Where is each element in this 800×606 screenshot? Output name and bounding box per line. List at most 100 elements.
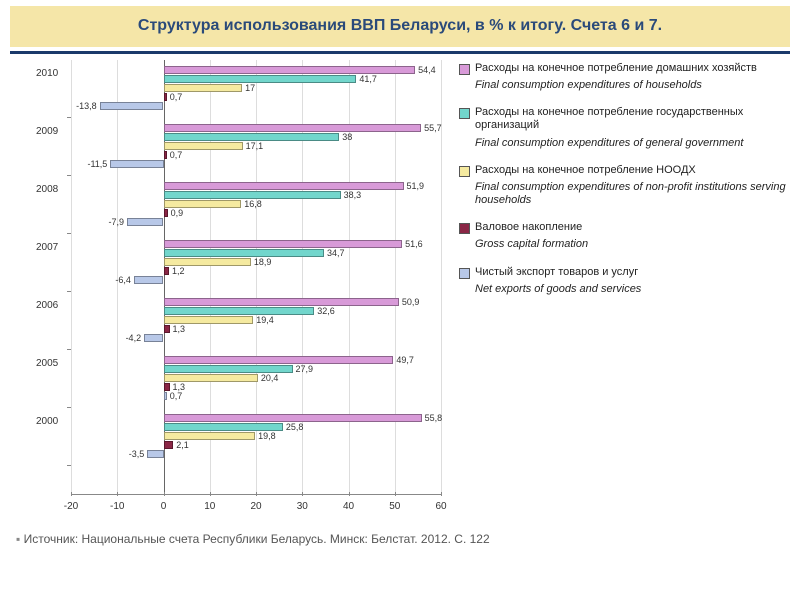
- bar-value-label: -4,2: [126, 333, 142, 343]
- bar-value-label: -6,4: [115, 275, 131, 285]
- bar-value-label: 32,6: [317, 306, 335, 316]
- bar-netexp: [144, 334, 163, 342]
- x-tick-label: -20: [64, 501, 78, 512]
- source-note: Источник: Национальные счета Республики …: [0, 526, 800, 552]
- bar-value-label: 38,3: [344, 190, 362, 200]
- bar-households: [164, 356, 394, 364]
- x-tick-label: 20: [250, 501, 261, 512]
- bar-npish: [164, 142, 243, 150]
- bar-government: [164, 191, 341, 199]
- legend-swatch: [459, 268, 470, 279]
- bar-government: [164, 249, 324, 257]
- bar-government: [164, 423, 283, 431]
- legend-item: Чистый экспорт товаров и услуг: [459, 266, 790, 279]
- x-tick-label: 60: [435, 501, 446, 512]
- bar-households: [164, 240, 403, 248]
- bar-npish: [164, 200, 242, 208]
- year-label: 2007: [36, 242, 58, 253]
- year-label: 2000: [36, 416, 58, 427]
- title-banner: Структура использования ВВП Беларуси, в …: [10, 6, 790, 47]
- bar-value-label: 19,4: [256, 315, 274, 325]
- x-tick-label: 10: [204, 501, 215, 512]
- bar-value-label: 0,7: [170, 92, 183, 102]
- legend-item: Расходы на конечное потребление государс…: [459, 106, 790, 132]
- bar-households: [164, 182, 404, 190]
- bar-netexp: [134, 276, 164, 284]
- bar-value-label: 0,7: [170, 391, 183, 401]
- year-label: 2008: [36, 184, 58, 195]
- bar-value-label: 27,9: [296, 364, 314, 374]
- chart-area: -20-100102030405060201054,441,7170,7-13,…: [6, 56, 451, 526]
- bar-households: [164, 66, 416, 74]
- bar-capital: [164, 441, 174, 449]
- divider-line: [10, 51, 790, 54]
- bar-value-label: 55,8: [425, 413, 443, 423]
- year-group: 200955,73817,10,7-11,5: [71, 124, 441, 168]
- bar-npish: [164, 316, 254, 324]
- bar-value-label: 49,7: [396, 355, 414, 365]
- x-tick-label: 30: [297, 501, 308, 512]
- bar-value-label: 17: [245, 83, 255, 93]
- year-group: 200650,932,619,41,3-4,2: [71, 298, 441, 342]
- x-tick-label: -10: [110, 501, 124, 512]
- bar-value-label: 17,1: [246, 141, 264, 151]
- year-label: 2006: [36, 300, 58, 311]
- x-tick-label: 50: [389, 501, 400, 512]
- bar-capital: [164, 383, 170, 391]
- bar-value-label: 51,6: [405, 239, 423, 249]
- bar-netexp: [110, 160, 163, 168]
- legend-swatch: [459, 64, 470, 75]
- bar-value-label: 20,4: [261, 373, 279, 383]
- legend-label-en: Final consumption expenditures of househ…: [475, 79, 790, 92]
- bar-value-label: 16,8: [244, 199, 262, 209]
- bar-households: [164, 298, 399, 306]
- bar-households: [164, 124, 422, 132]
- legend-swatch: [459, 166, 470, 177]
- legend: Расходы на конечное потребление домашних…: [451, 56, 790, 526]
- year-label: 2009: [36, 126, 58, 137]
- chart-plot: -20-100102030405060201054,441,7170,7-13,…: [71, 60, 441, 495]
- year-label: 2005: [36, 358, 58, 369]
- year-group: 200055,825,819,82,1-3,5: [71, 414, 441, 458]
- x-tick-label: 0: [161, 501, 167, 512]
- bar-value-label: 34,7: [327, 248, 345, 258]
- bar-households: [164, 414, 422, 422]
- bar-value-label: 50,9: [402, 297, 420, 307]
- bar-npish: [164, 84, 243, 92]
- legend-label-ru: Расходы на конечное потребление домашних…: [475, 62, 757, 75]
- chart-title: Структура использования ВВП Беларуси, в …: [30, 16, 770, 37]
- bar-government: [164, 307, 315, 315]
- year-group: 201054,441,7170,7-13,8: [71, 66, 441, 110]
- bar-capital: [164, 267, 170, 275]
- legend-label-ru: Валовое накопление: [475, 221, 582, 234]
- legend-swatch: [459, 108, 470, 119]
- bar-netexp: [164, 392, 167, 400]
- bar-value-label: 2,1: [176, 440, 189, 450]
- bar-netexp: [127, 218, 164, 226]
- legend-label-en: Final consumption expenditures of non-pr…: [475, 181, 790, 207]
- bar-value-label: 25,8: [286, 422, 304, 432]
- content-area: -20-100102030405060201054,441,7170,7-13,…: [0, 56, 800, 526]
- legend-label-en: Final consumption expenditures of genera…: [475, 137, 790, 150]
- bar-value-label: 1,2: [172, 266, 185, 276]
- bar-value-label: -11,5: [87, 159, 107, 169]
- bar-capital: [164, 93, 167, 101]
- bar-value-label: 51,9: [407, 181, 425, 191]
- year-label: 2010: [36, 68, 58, 79]
- bar-npish: [164, 374, 258, 382]
- bar-capital: [164, 325, 170, 333]
- bar-government: [164, 75, 357, 83]
- bar-value-label: 19,8: [258, 431, 276, 441]
- bar-netexp: [147, 450, 163, 458]
- bar-value-label: 0,7: [170, 150, 183, 160]
- bar-capital: [164, 151, 167, 159]
- bar-value-label: 54,4: [418, 65, 436, 75]
- legend-label-en: Net exports of goods and services: [475, 283, 790, 296]
- legend-label-en: Gross capital formation: [475, 238, 790, 251]
- bar-npish: [164, 432, 256, 440]
- legend-label-ru: Чистый экспорт товаров и услуг: [475, 266, 638, 279]
- legend-item: Расходы на конечное потребление домашних…: [459, 62, 790, 75]
- x-tick-label: 40: [343, 501, 354, 512]
- legend-label-ru: Расходы на конечное потребление государс…: [475, 106, 790, 132]
- year-group: 200851,938,316,80,9-7,9: [71, 182, 441, 226]
